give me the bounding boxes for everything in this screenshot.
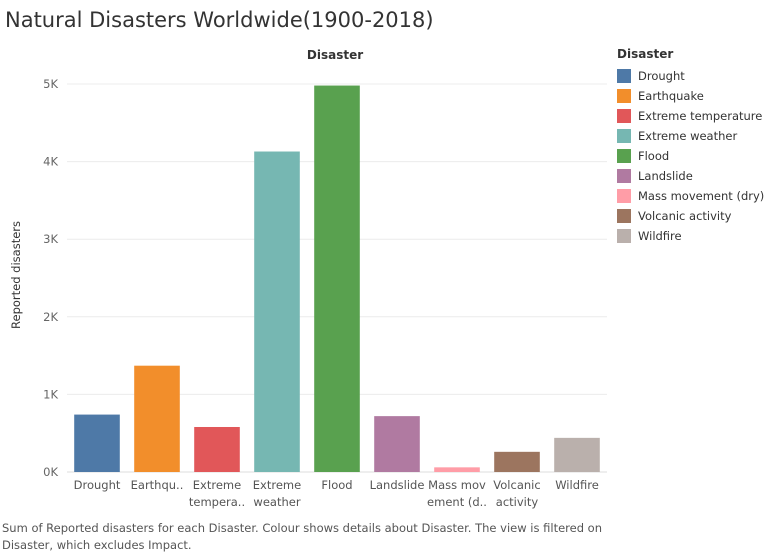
bar (434, 467, 480, 472)
legend-label: Mass movement (dry) (638, 189, 765, 203)
legend-item[interactable]: Volcanic activity (617, 206, 766, 226)
bars (74, 85, 600, 472)
bar (314, 85, 360, 472)
legend-label: Earthquake (638, 89, 704, 103)
legend-swatch (617, 69, 631, 83)
bar (254, 151, 300, 472)
bar-chart: Disaster Reported disasters 0K 1K 2K 3K 4K 5K… (9, 48, 607, 509)
x-tick-label-line: Mass mov (428, 478, 486, 492)
legend-items: Drought Earthquake Extreme temperature Extr… (617, 66, 766, 246)
x-tick-label-line: Drought (74, 478, 121, 492)
legend: Disaster Drought Earthquake Extreme temper… (617, 47, 766, 246)
x-tick-label: Flood (321, 478, 352, 492)
y-tick-label: 0K (43, 465, 58, 479)
legend-item[interactable]: Drought (617, 66, 766, 86)
bar (74, 414, 120, 472)
x-tick-label-line: Extreme (253, 478, 301, 492)
x-tick-label-line: ement (d.. (427, 495, 487, 509)
x-tick-label-line: Volcanic (493, 478, 540, 492)
x-tick-label: Volcanic activity (493, 478, 540, 509)
y-axis-ticks: 0K 1K 2K 3K 4K 5K (43, 77, 58, 479)
legend-item[interactable]: Flood (617, 146, 766, 166)
legend-item[interactable]: Wildfire (617, 226, 766, 246)
y-tick-label: 4K (43, 155, 58, 169)
legend-item[interactable]: Extreme weather (617, 126, 766, 146)
y-tick-label: 3K (43, 232, 58, 246)
bar (374, 416, 420, 472)
bar (494, 451, 540, 472)
x-tick-label-line: Extreme (193, 478, 241, 492)
legend-swatch (617, 189, 631, 203)
bar (194, 426, 240, 472)
bar (134, 365, 180, 472)
legend-swatch (617, 169, 631, 183)
x-tick-label-line: Landslide (370, 478, 425, 492)
y-axis-label: Reported disasters (9, 221, 23, 329)
x-tick-label: Landslide (370, 478, 425, 492)
legend-swatch (617, 129, 631, 143)
x-tick-label-line: activity (496, 495, 539, 509)
legend-label: Landslide (638, 169, 693, 183)
column-header: Disaster (307, 48, 363, 62)
legend-item[interactable]: Extreme temperature (617, 106, 766, 126)
x-tick-label-line: Flood (321, 478, 352, 492)
x-axis-ticks: Drought Earthqu.. Extreme tempera.. Extreme w… (74, 478, 599, 509)
chart-caption: Sum of Reported disasters for each Disas… (2, 521, 602, 552)
chart-title: Natural Disasters Worldwide(1900-2018) (5, 8, 434, 32)
legend-label: Extreme temperature (638, 109, 763, 123)
legend-swatch (617, 149, 631, 163)
x-tick-label-line: tempera.. (189, 495, 245, 509)
bar (554, 437, 600, 472)
legend-swatch (617, 109, 631, 123)
x-tick-label: Wildfire (555, 478, 599, 492)
legend-label: Volcanic activity (638, 209, 732, 223)
x-tick-label: Extreme weather (253, 478, 301, 509)
y-tick-label: 2K (43, 310, 58, 324)
legend-label: Extreme weather (638, 129, 738, 143)
x-tick-label-line: Wildfire (555, 478, 599, 492)
legend-swatch (617, 89, 631, 103)
x-tick-label: Drought (74, 478, 121, 492)
legend-item[interactable]: Mass movement (dry) (617, 186, 766, 206)
legend-item[interactable]: Landslide (617, 166, 766, 186)
x-tick-label: Mass mov ement (d.. (427, 478, 487, 509)
legend-label: Drought (638, 69, 685, 83)
legend-title: Disaster (617, 47, 674, 61)
x-tick-label-line: weather (253, 495, 300, 509)
x-tick-label-line: Earthqu.. (131, 478, 184, 492)
y-tick-label: 5K (43, 77, 58, 91)
x-tick-label: Extreme tempera.. (189, 478, 245, 509)
legend-label: Wildfire (638, 229, 682, 243)
legend-swatch (617, 229, 631, 243)
legend-swatch (617, 209, 631, 223)
legend-label: Flood (638, 149, 670, 163)
y-tick-label: 1K (43, 387, 58, 401)
x-tick-label: Earthqu.. (131, 478, 184, 492)
legend-item[interactable]: Earthquake (617, 86, 766, 106)
